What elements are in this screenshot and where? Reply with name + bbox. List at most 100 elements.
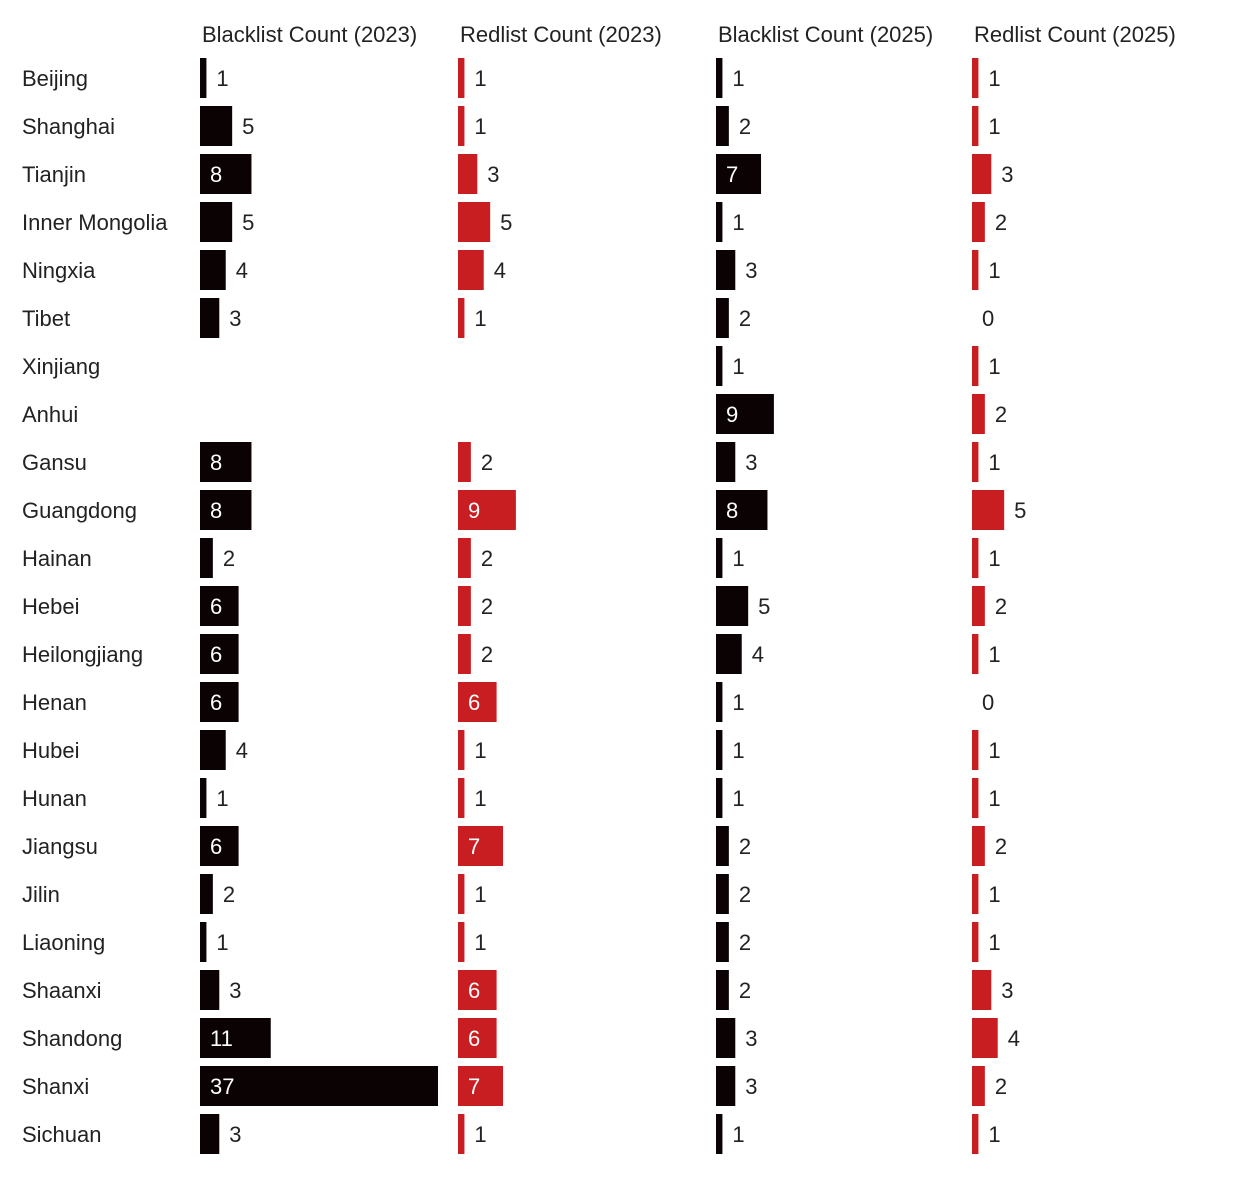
row-label: Beijing xyxy=(22,66,88,91)
data-label-3-12: 4 xyxy=(752,642,764,667)
bar-1-16 xyxy=(200,826,239,866)
row-label: Heilongjiang xyxy=(22,642,143,667)
data-label-4-16: 2 xyxy=(995,834,1007,859)
bar-2-2 xyxy=(458,154,478,194)
data-label-3-14: 1 xyxy=(732,738,744,763)
row-label: Hunan xyxy=(22,786,87,811)
bar-4-21 xyxy=(972,1066,985,1106)
bar-3-10 xyxy=(716,538,723,578)
bar-1-19 xyxy=(200,970,220,1010)
row-label: Guangdong xyxy=(22,498,137,523)
bar-2-15 xyxy=(458,778,465,818)
data-label-4-10: 1 xyxy=(988,546,1000,571)
bar-2-17 xyxy=(458,874,465,914)
bar-3-5 xyxy=(716,298,729,338)
row-label: Tianjin xyxy=(22,162,86,187)
data-label-1-17: 2 xyxy=(223,882,235,907)
data-label-1-8: 8 xyxy=(210,450,222,475)
data-label-4-2: 3 xyxy=(1001,162,1013,187)
data-label-2-9: 9 xyxy=(468,498,480,523)
bar-4-18 xyxy=(972,922,979,962)
row-label: Hebei xyxy=(22,594,79,619)
data-label-3-1: 2 xyxy=(739,114,751,139)
bar-3-21 xyxy=(716,1066,736,1106)
data-label-2-2: 3 xyxy=(487,162,499,187)
data-label-3-2: 7 xyxy=(726,162,738,187)
data-label-2-20: 6 xyxy=(468,1026,480,1051)
bar-3-11 xyxy=(716,586,749,626)
data-label-3-22: 1 xyxy=(732,1122,744,1147)
bar-1-4 xyxy=(200,250,226,290)
data-label-1-18: 1 xyxy=(216,930,228,955)
data-label-1-2: 8 xyxy=(210,162,222,187)
row-label: Shanghai xyxy=(22,114,115,139)
data-label-1-5: 3 xyxy=(229,306,241,331)
bar-3-17 xyxy=(716,874,729,914)
data-label-2-5: 1 xyxy=(474,306,486,331)
bar-1-10 xyxy=(200,538,213,578)
data-label-1-14: 4 xyxy=(236,738,248,763)
bar-3-3 xyxy=(716,202,723,242)
bar-4-22 xyxy=(972,1114,979,1154)
data-label-4-8: 1 xyxy=(988,450,1000,475)
data-label-4-12: 1 xyxy=(988,642,1000,667)
data-label-3-5: 2 xyxy=(739,306,751,331)
bar-1-14 xyxy=(200,730,226,770)
bar-4-9 xyxy=(972,490,1005,530)
data-label-1-9: 8 xyxy=(210,498,222,523)
data-label-1-4: 4 xyxy=(236,258,248,283)
data-label-2-16: 7 xyxy=(468,834,480,859)
data-label-2-10: 2 xyxy=(481,546,493,571)
bar-2-22 xyxy=(458,1114,465,1154)
bar-2-12 xyxy=(458,634,471,674)
data-label-2-21: 7 xyxy=(468,1074,480,1099)
bar-4-16 xyxy=(972,826,985,866)
bar-3-15 xyxy=(716,778,723,818)
column-header-4: Redlist Count (2025) xyxy=(974,22,1176,47)
data-label-3-8: 3 xyxy=(745,450,757,475)
bar-4-7 xyxy=(972,394,985,434)
bar-1-20 xyxy=(200,1018,271,1058)
data-label-3-4: 3 xyxy=(745,258,757,283)
bar-3-4 xyxy=(716,250,736,290)
data-label-2-17: 1 xyxy=(474,882,486,907)
bar-4-11 xyxy=(972,586,985,626)
bar-3-13 xyxy=(716,682,723,722)
data-label-2-11: 2 xyxy=(481,594,493,619)
data-label-4-21: 2 xyxy=(995,1074,1007,1099)
bar-3-0 xyxy=(716,58,723,98)
data-label-2-13: 6 xyxy=(468,690,480,715)
data-label-1-13: 6 xyxy=(210,690,222,715)
bar-3-8 xyxy=(716,442,736,482)
data-label-1-19: 3 xyxy=(229,978,241,1003)
data-label-3-6: 1 xyxy=(732,354,744,379)
bar-1-22 xyxy=(200,1114,220,1154)
row-label: Sichuan xyxy=(22,1122,102,1147)
data-label-1-10: 2 xyxy=(223,546,235,571)
bar-1-1 xyxy=(200,106,233,146)
data-label-2-12: 2 xyxy=(481,642,493,667)
bar-1-5 xyxy=(200,298,220,338)
bar-3-22 xyxy=(716,1114,723,1154)
data-label-1-16: 6 xyxy=(210,834,222,859)
data-label-3-13: 1 xyxy=(732,690,744,715)
bar-1-15 xyxy=(200,778,207,818)
data-label-3-17: 2 xyxy=(739,882,751,907)
bar-4-10 xyxy=(972,538,979,578)
column-header-1: Blacklist Count (2023) xyxy=(202,22,417,47)
bar-1-2 xyxy=(200,154,252,194)
bar-2-1 xyxy=(458,106,465,146)
row-label: Hainan xyxy=(22,546,92,571)
bar-3-19 xyxy=(716,970,729,1010)
bar-4-20 xyxy=(972,1018,998,1058)
data-label-4-9: 5 xyxy=(1014,498,1026,523)
bar-1-21 xyxy=(200,1066,438,1106)
data-label-2-15: 1 xyxy=(474,786,486,811)
data-label-3-16: 2 xyxy=(739,834,751,859)
bar-4-3 xyxy=(972,202,985,242)
bar-2-16 xyxy=(458,826,504,866)
data-label-3-19: 2 xyxy=(739,978,751,1003)
bar-4-6 xyxy=(972,346,979,386)
bar-4-1 xyxy=(972,106,979,146)
